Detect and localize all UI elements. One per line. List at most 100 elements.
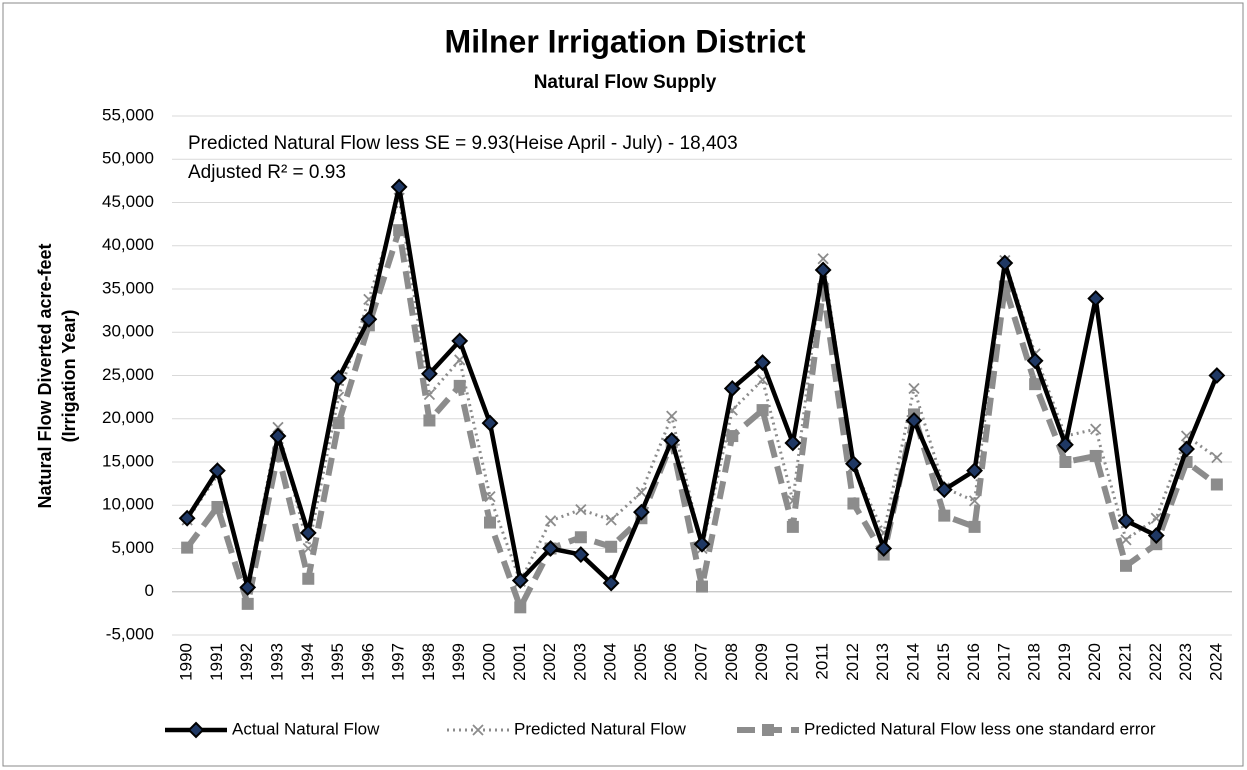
y-axis-label: (Irrigation Year) <box>59 310 79 443</box>
x-tick-label: 1994 <box>298 643 317 681</box>
x-tick-label: 2015 <box>934 643 953 681</box>
x-tick-label: 2009 <box>752 643 771 681</box>
x-tick-label: 2016 <box>964 643 983 681</box>
marker <box>269 427 287 445</box>
marker <box>454 354 466 366</box>
x-tick-label: 1993 <box>267 643 286 681</box>
marker <box>451 332 469 350</box>
marker <box>787 495 799 507</box>
marker <box>1059 456 1072 468</box>
marker <box>1057 436 1074 454</box>
marker <box>542 540 559 557</box>
marker <box>511 572 529 589</box>
y-tick-label: 45,000 <box>102 192 154 211</box>
marker <box>908 382 920 395</box>
x-tick-label: 2013 <box>873 643 892 681</box>
marker <box>302 542 314 555</box>
marker <box>696 580 708 593</box>
x-tick-label: 2004 <box>601 643 620 681</box>
x-tick-label: 2014 <box>903 643 922 681</box>
marker <box>484 490 496 503</box>
y-tick-label: 35,000 <box>102 278 154 297</box>
marker <box>472 724 484 736</box>
marker <box>1211 452 1223 464</box>
marker <box>1089 449 1102 462</box>
marker <box>666 410 678 422</box>
marker <box>209 462 226 480</box>
x-tick-label: 2002 <box>540 643 559 681</box>
x-tick-label: 2006 <box>661 643 680 681</box>
marker <box>754 354 771 371</box>
marker <box>1120 559 1132 572</box>
legend-label: Predicted Natural Flow <box>514 719 687 738</box>
marker <box>1178 440 1195 458</box>
x-tick-label: 2019 <box>1055 643 1074 681</box>
y-tick-label: 0 <box>145 581 154 600</box>
marker <box>1120 534 1132 546</box>
x-tick-label: 2007 <box>691 643 710 681</box>
marker <box>514 601 527 614</box>
chart-subtitle: Natural Flow Supply <box>534 72 717 93</box>
x-tick-label: 2017 <box>994 643 1013 681</box>
marker <box>817 253 829 265</box>
marker <box>390 178 408 196</box>
y-tick-label: -5,000 <box>106 624 154 643</box>
marker <box>453 379 466 392</box>
y-axis-label: Natural Flow Diverted acre-feet <box>35 243 55 508</box>
y-tick-label: 10,000 <box>102 495 154 514</box>
marker <box>1117 512 1135 530</box>
marker <box>605 540 618 553</box>
marker <box>633 503 650 521</box>
marker <box>726 430 739 443</box>
marker <box>905 412 923 429</box>
x-tick-label: 2024 <box>1206 643 1225 681</box>
marker <box>605 514 617 526</box>
x-tick-label: 2022 <box>1146 643 1165 681</box>
x-tick-label: 2000 <box>479 643 498 681</box>
y-tick-label: 50,000 <box>102 149 154 168</box>
marker <box>423 388 436 401</box>
marker <box>423 414 436 427</box>
x-tick-label: 2018 <box>1025 643 1044 681</box>
chart-title: Milner Irrigation District <box>445 23 806 59</box>
x-tick-label: 2008 <box>722 643 741 681</box>
legend-label: Predicted Natural Flow less one standard… <box>804 719 1156 738</box>
marker <box>481 414 499 432</box>
marker <box>756 404 769 417</box>
marker <box>723 380 741 397</box>
y-tick-label: 55,000 <box>102 105 154 124</box>
x-tick-label: 1997 <box>389 643 408 681</box>
marker <box>330 369 347 387</box>
y-tick-label: 40,000 <box>102 235 154 254</box>
marker <box>572 546 590 563</box>
marker <box>784 434 802 452</box>
marker <box>935 481 953 499</box>
marker <box>966 462 983 480</box>
x-tick-label: 2011 <box>813 643 832 680</box>
marker <box>360 310 378 328</box>
x-tick-label: 2012 <box>843 643 862 681</box>
marker <box>574 531 587 544</box>
marker <box>1090 423 1102 435</box>
marker <box>875 540 893 557</box>
marker <box>241 597 254 610</box>
x-tick-label: 2010 <box>782 643 801 681</box>
x-tick-label: 2020 <box>1085 643 1104 681</box>
marker <box>1087 290 1105 307</box>
marker <box>1208 367 1226 384</box>
marker <box>635 486 648 498</box>
y-tick-label: 5,000 <box>111 538 154 557</box>
x-tick-label: 2005 <box>631 643 650 681</box>
x-tick-label: 1990 <box>177 643 196 681</box>
marker <box>693 535 711 553</box>
series-line <box>184 227 1219 611</box>
marker <box>272 421 284 434</box>
marker <box>187 721 205 739</box>
y-tick-label: 15,000 <box>102 451 154 470</box>
marker <box>845 455 862 473</box>
legend-label: Actual Natural Flow <box>232 719 380 738</box>
x-tick-label: 1998 <box>419 643 438 681</box>
marker <box>814 261 832 279</box>
marker <box>1029 378 1042 391</box>
